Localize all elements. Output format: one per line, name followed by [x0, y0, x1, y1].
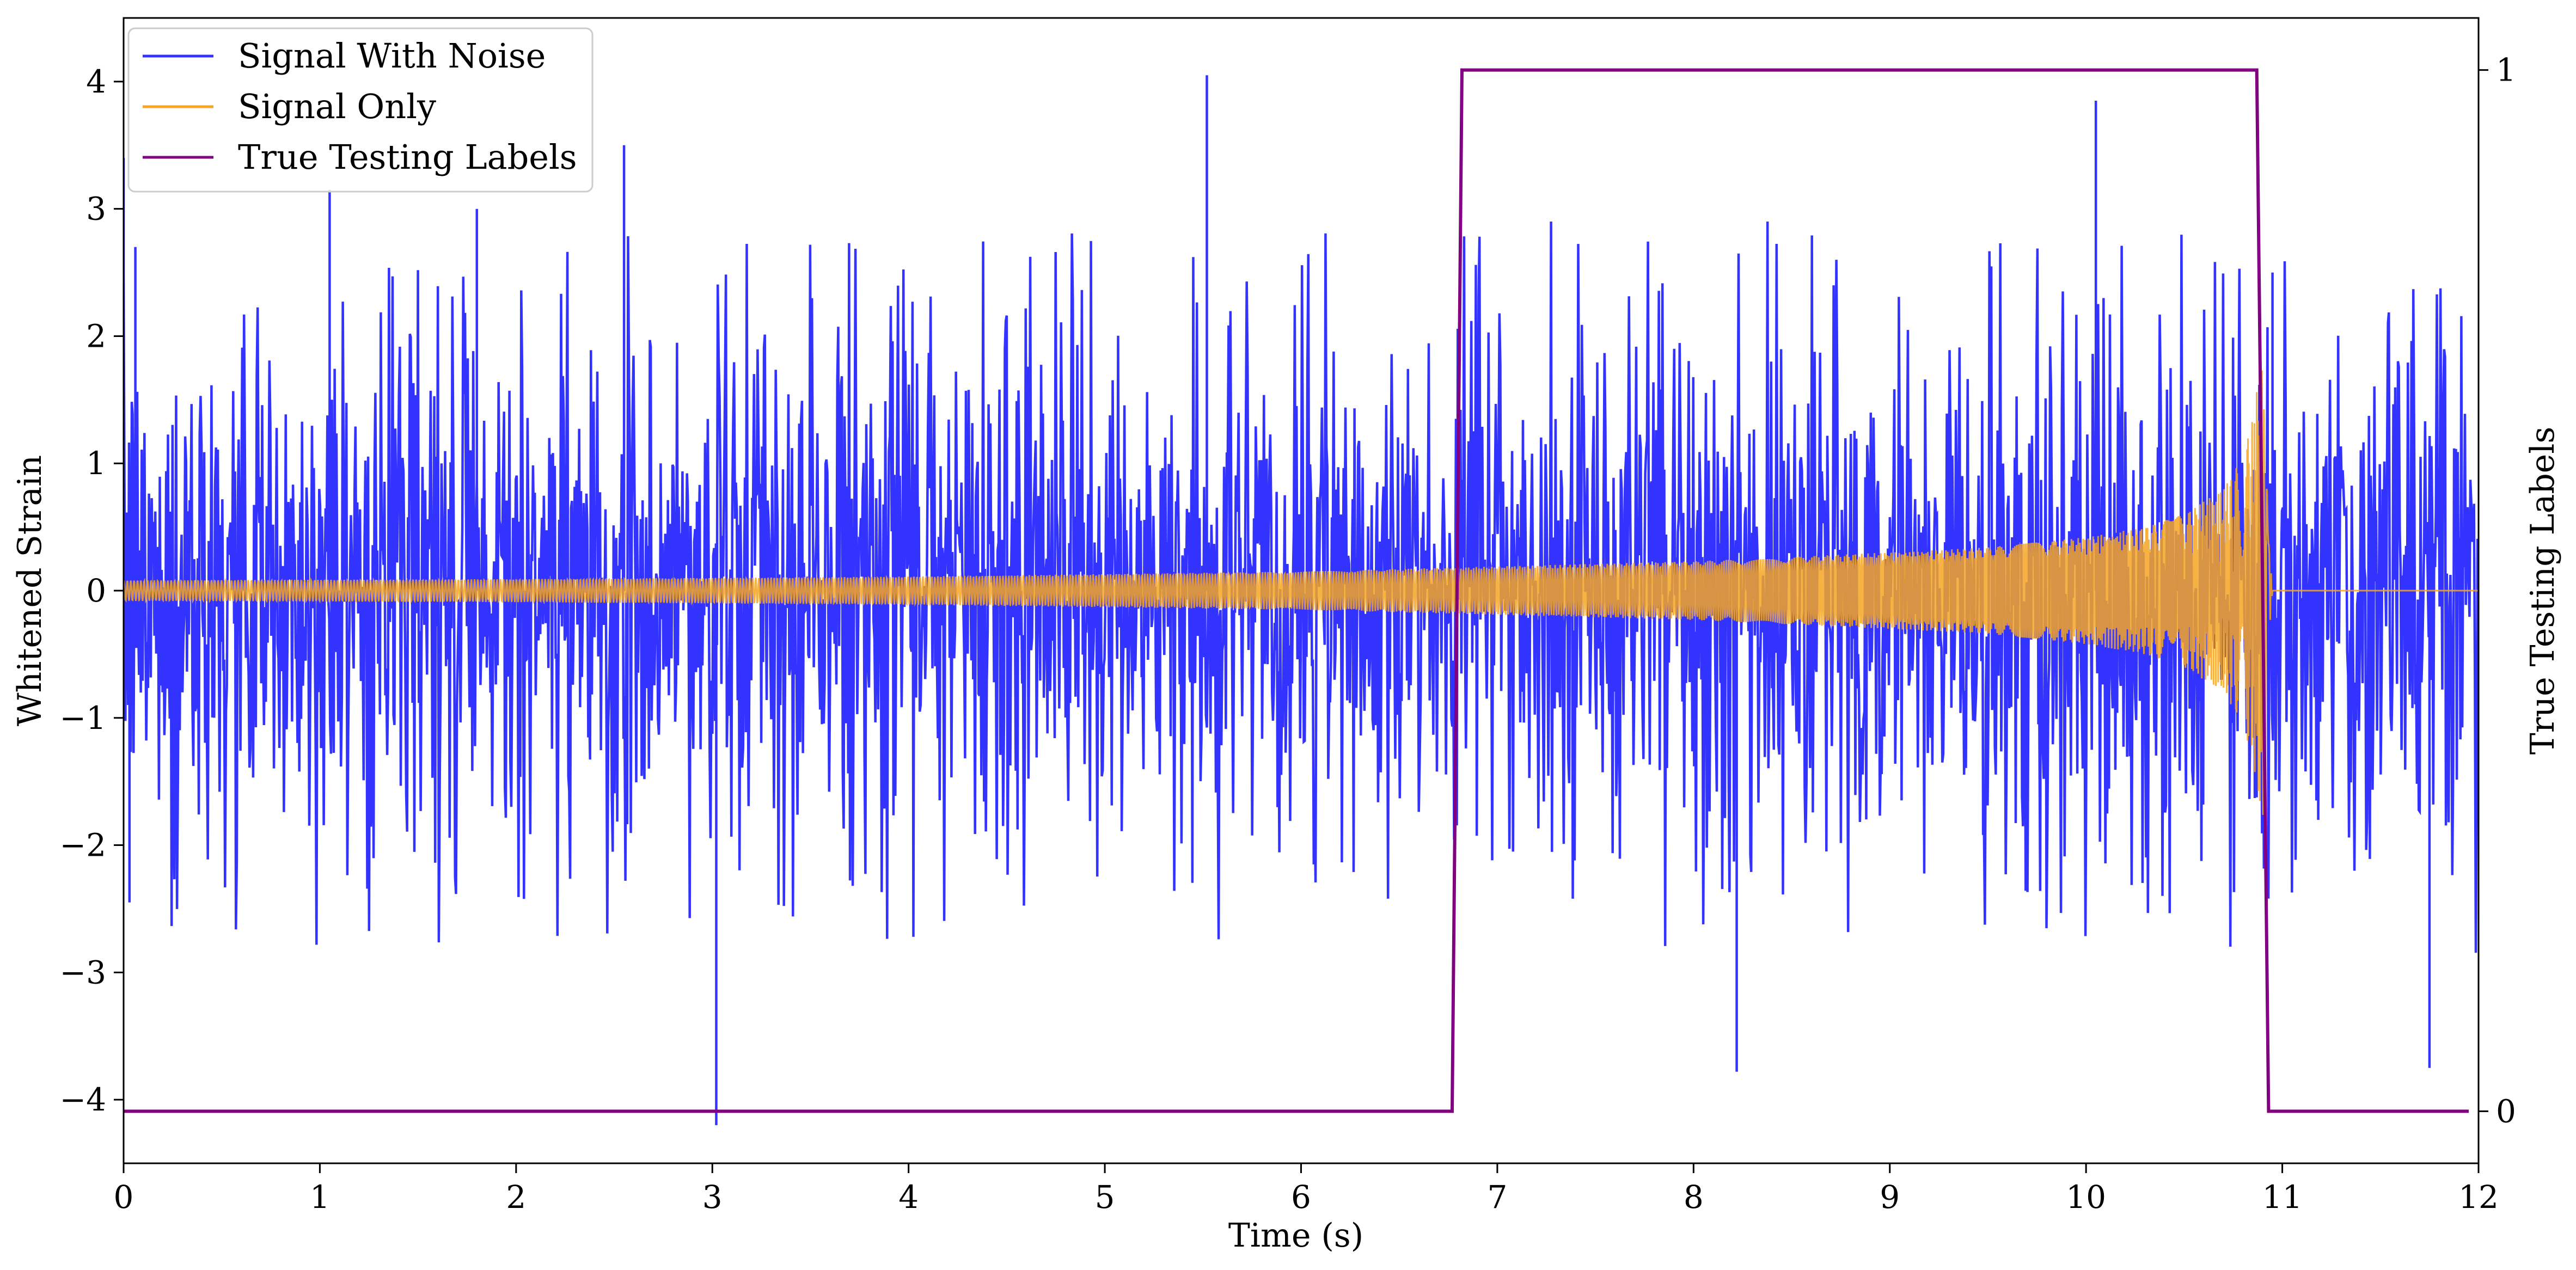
series-line-true-testing-labels	[124, 68, 2469, 1113]
x-tick-label: 2	[506, 1179, 526, 1216]
legend-label-true-testing-labels: True Testing Labels	[238, 137, 577, 177]
x-tick-label: 9	[1880, 1179, 1900, 1216]
y2-tick-label: 1	[2496, 52, 2516, 89]
y-tick-label: 2	[86, 317, 106, 354]
x-axis: 0 1 2 3 4 5 6 7 8 9 10 11 12	[114, 1163, 2499, 1216]
y-tick-label: −3	[60, 954, 107, 991]
x-tick-label: 7	[1487, 1179, 1507, 1216]
y2-tick-label: 0	[2496, 1093, 2516, 1130]
x-axis-title: Time (s)	[1228, 1217, 1363, 1255]
legend-label-signal-with-noise: Signal With Noise	[238, 36, 546, 76]
x-tick-label: 6	[1291, 1179, 1311, 1216]
x-tick-label: 4	[898, 1179, 919, 1216]
plot-area	[124, 68, 2479, 1125]
x-tick-label: 0	[114, 1179, 134, 1216]
x-tick-label: 1	[310, 1179, 330, 1216]
y-axis-left: −4 −3 −2 −1 0 1 2 3 4	[60, 63, 124, 1118]
y-tick-label: −2	[60, 827, 107, 864]
legend-label-signal-only: Signal Only	[238, 87, 436, 126]
y-tick-label: 1	[86, 445, 106, 482]
x-tick-label: 10	[2066, 1179, 2106, 1216]
y-tick-label: −1	[60, 700, 107, 737]
x-tick-label: 12	[2458, 1179, 2499, 1216]
x-tick-label: 8	[1684, 1179, 1704, 1216]
y-tick-label: 0	[86, 572, 106, 609]
y-tick-label: −4	[60, 1081, 107, 1118]
legend: Signal With Noise Signal Only True Testi…	[127, 27, 593, 193]
y-axis-title: Whitened Strain	[11, 455, 49, 726]
x-tick-label: 3	[702, 1179, 723, 1216]
x-tick-label: 5	[1095, 1179, 1115, 1216]
y-tick-label: 4	[86, 63, 106, 100]
legend-box	[127, 27, 593, 193]
y2-axis-title: True Testing Labels	[2524, 427, 2562, 755]
x-tick-label: 11	[2262, 1179, 2303, 1216]
y-tick-label: 3	[86, 191, 106, 228]
y-axis-right: 01	[2479, 52, 2516, 1130]
series-line-signal-only	[124, 370, 2479, 815]
